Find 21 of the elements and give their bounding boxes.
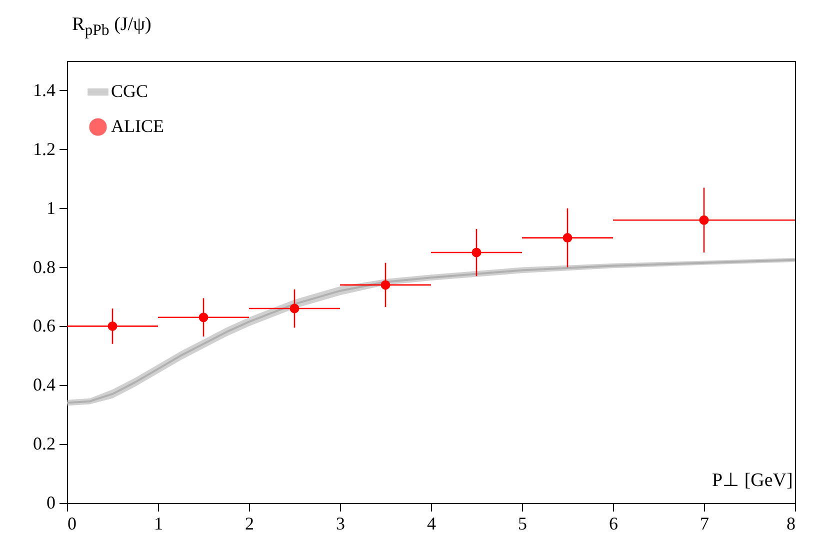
y-tick-label: 1.2 (33, 138, 56, 159)
legend-label: CGC (111, 81, 148, 101)
y-tick-label: 0.4 (33, 374, 56, 395)
y-axis-title: R$_{pPb}$ (J/ψ) (72, 14, 152, 40)
y-tick-label: 0 (46, 492, 56, 512)
y-tick-label: 0.6 (33, 316, 56, 336)
y-tick-label: 0.8 (33, 256, 56, 277)
x-tick-label: 2 (245, 514, 254, 534)
x-tick-label: 6 (609, 514, 618, 534)
x-tick-label: 0 (68, 514, 76, 534)
x-tick-label: 7 (700, 514, 709, 534)
x-tick-label: 1 (154, 514, 163, 534)
legend-label: ALICE (111, 116, 164, 136)
y-tick-label: 0.2 (33, 434, 56, 454)
y-tick-label: 1.4 (33, 80, 56, 100)
x-tick-label: 3 (336, 514, 345, 534)
x-axis-title: P⊥ [GeV] (712, 469, 793, 492)
y-tick-label: 1 (46, 198, 56, 218)
x-tick-label: 4 (427, 514, 436, 534)
x-tick-label: 8 (786, 514, 796, 534)
x-tick-label: 5 (518, 514, 527, 534)
